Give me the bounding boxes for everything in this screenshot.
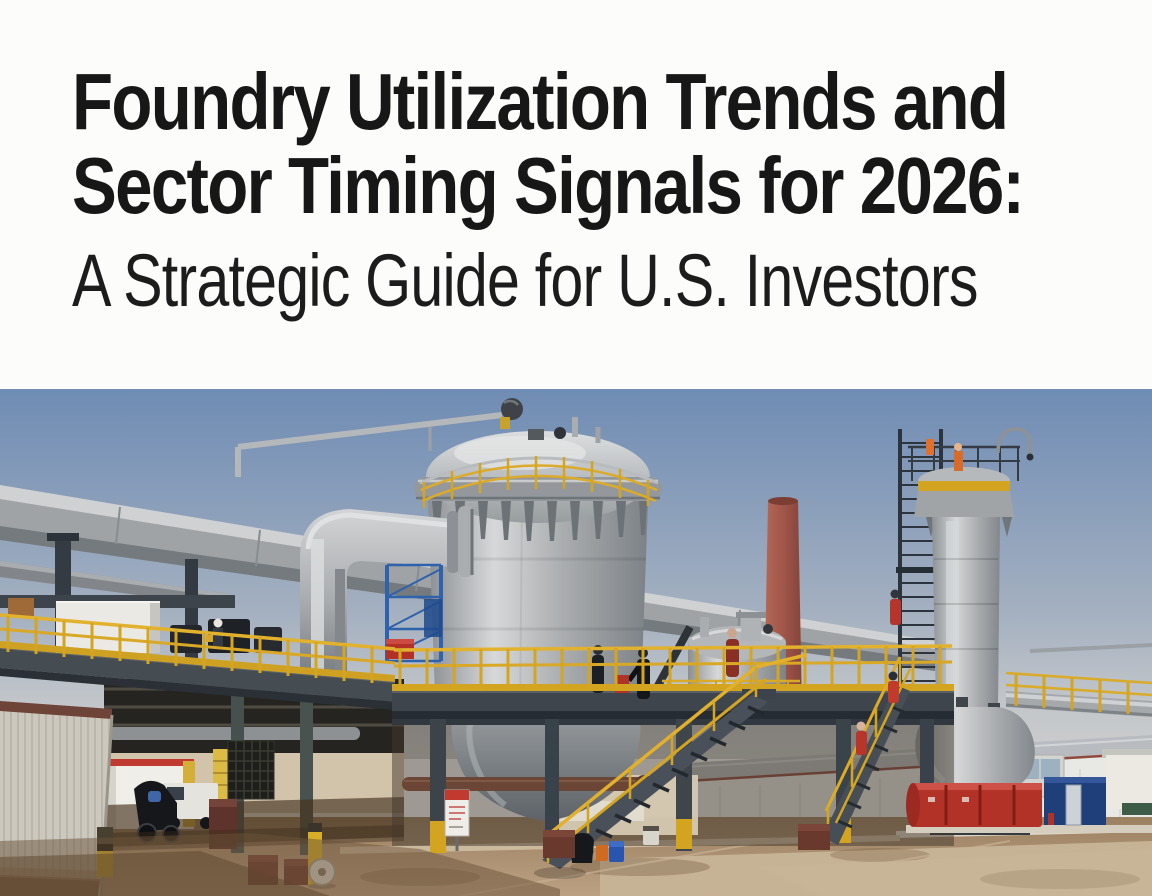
hero-title-line1: Foundry Utilization Trends and	[72, 57, 1009, 146]
foreground-shadows	[0, 833, 1152, 896]
deck-fascia	[0, 647, 954, 719]
hero-title-line2: Sector Timing Signals for 2026:	[72, 141, 1025, 230]
plant-photo	[0, 389, 1152, 896]
main-staircase	[534, 653, 807, 879]
right-pipe-walkway	[1005, 643, 1152, 717]
right-staircase	[822, 589, 912, 845]
walkway-railings	[0, 613, 954, 691]
hero-title-block: Foundry Utilization Trends and Sector Ti…	[0, 0, 1152, 389]
hero-subtitle: A Strategic Guide for U.S. Investors	[72, 239, 978, 322]
yard-containers	[906, 777, 1152, 833]
